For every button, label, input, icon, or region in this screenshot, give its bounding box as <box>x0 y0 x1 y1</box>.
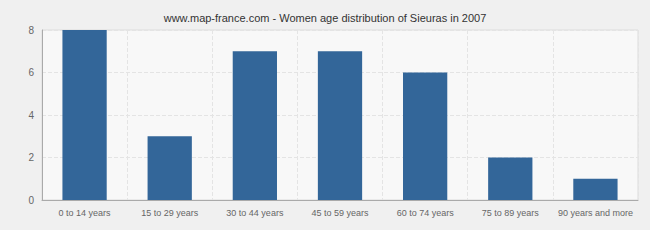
svg-text:www.map-france.com - Women age: www.map-france.com - Women age distribut… <box>163 12 487 24</box>
svg-text:0: 0 <box>28 195 34 206</box>
svg-text:8: 8 <box>28 25 34 36</box>
svg-text:60 to 74 years: 60 to 74 years <box>397 208 455 218</box>
svg-text:6: 6 <box>28 67 34 78</box>
svg-text:90 years and more: 90 years and more <box>558 208 633 218</box>
svg-text:2: 2 <box>28 152 34 163</box>
svg-text:4: 4 <box>28 110 34 121</box>
svg-text:75 to 89 years: 75 to 89 years <box>482 208 540 218</box>
svg-text:15 to 29 years: 15 to 29 years <box>141 208 199 218</box>
svg-text:0 to 14 years: 0 to 14 years <box>59 208 112 218</box>
svg-text:45 to 59 years: 45 to 59 years <box>311 208 369 218</box>
svg-text:30 to 44 years: 30 to 44 years <box>226 208 284 218</box>
